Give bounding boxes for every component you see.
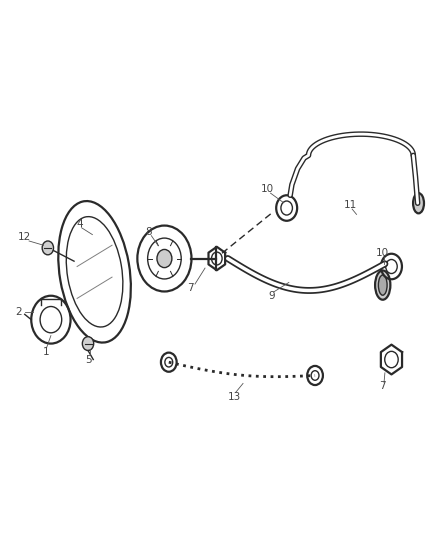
Text: 11: 11 [343, 200, 357, 211]
Text: 1: 1 [43, 346, 50, 357]
Ellipse shape [378, 275, 387, 295]
Ellipse shape [413, 193, 424, 213]
Text: 10: 10 [261, 184, 274, 195]
Text: 7: 7 [187, 283, 194, 293]
Circle shape [157, 249, 172, 268]
Text: 13: 13 [228, 392, 241, 402]
Ellipse shape [375, 270, 390, 300]
Text: 10: 10 [376, 248, 389, 258]
Text: 4: 4 [76, 219, 83, 229]
Text: 8: 8 [145, 227, 152, 237]
Text: 2: 2 [16, 306, 22, 317]
Text: 5: 5 [85, 354, 92, 365]
Circle shape [42, 241, 53, 255]
Text: 9: 9 [268, 290, 275, 301]
Circle shape [82, 337, 94, 351]
Text: 7: 7 [379, 381, 386, 391]
Text: 12: 12 [18, 232, 32, 243]
